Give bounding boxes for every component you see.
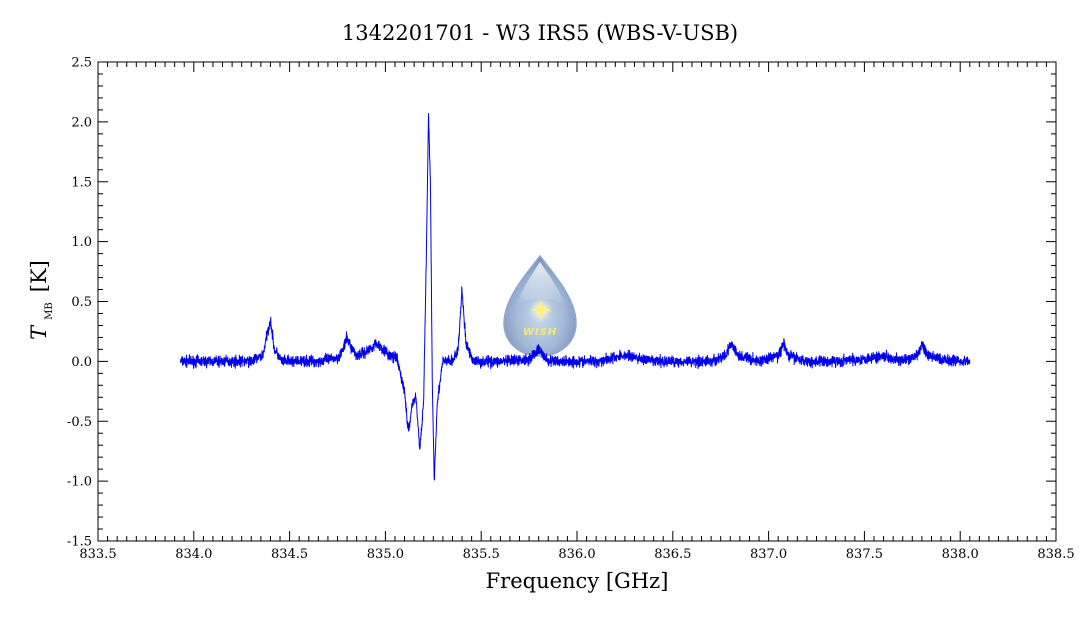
x-axis-label: Frequency [GHz] <box>486 569 669 593</box>
y-tick-label: 2.5 <box>71 56 92 71</box>
x-tick-label: 838.0 <box>942 547 979 562</box>
x-tick-label: 834.5 <box>271 547 308 562</box>
y-tick-label: 1.0 <box>71 235 92 250</box>
plot-frame <box>97 61 1057 542</box>
svg-text:T MB [K]: T MB [K] <box>27 260 56 340</box>
y-tick-label: 2.0 <box>71 115 92 130</box>
y-tick-labels: -1.5 -1.0 -0.5 0.0 0.5 1.0 1.5 2.0 2.5 <box>67 56 92 550</box>
y-tick-label: 0.0 <box>71 355 92 370</box>
chart-title: 1342201701 - W3 IRS5 (WBS-V-USB) <box>342 21 738 45</box>
x-tick-label: 835.5 <box>463 547 500 562</box>
x-tick-label: 833.5 <box>79 547 116 562</box>
x-tick-label: 835.0 <box>367 547 404 562</box>
x-tick-label: 837.5 <box>846 547 883 562</box>
y-tick-label: 1.5 <box>71 175 92 190</box>
y-tick-label: -0.5 <box>67 415 92 430</box>
x-tick-label: 836.5 <box>654 547 691 562</box>
x-tick-label: 837.0 <box>750 547 787 562</box>
y-tick-label: -1.0 <box>67 475 92 490</box>
y-axis-label-group: T MB [K] <box>27 260 56 340</box>
x-tick-label: 836.0 <box>558 547 595 562</box>
x-tick-labels: 833.5 834.0 834.5 835.0 835.5 836.0 836.5 837.0… <box>79 547 1074 562</box>
x-tick-label: 834.0 <box>175 547 212 562</box>
series-group <box>179 113 971 481</box>
y-axis-label-unit: [K] <box>27 260 51 292</box>
y-tick-label: -1.5 <box>67 535 92 550</box>
x-tick-label: 838.5 <box>1037 547 1074 562</box>
tick-marks <box>97 61 1057 542</box>
y-axis-label-sub: MB <box>44 302 55 320</box>
y-axis-label-main: T <box>27 324 51 340</box>
wish-logo: WISH <box>503 254 577 357</box>
spectrum-series-line <box>179 113 971 481</box>
y-tick-label: 0.5 <box>71 295 92 310</box>
wish-logo-text: WISH <box>523 327 557 338</box>
